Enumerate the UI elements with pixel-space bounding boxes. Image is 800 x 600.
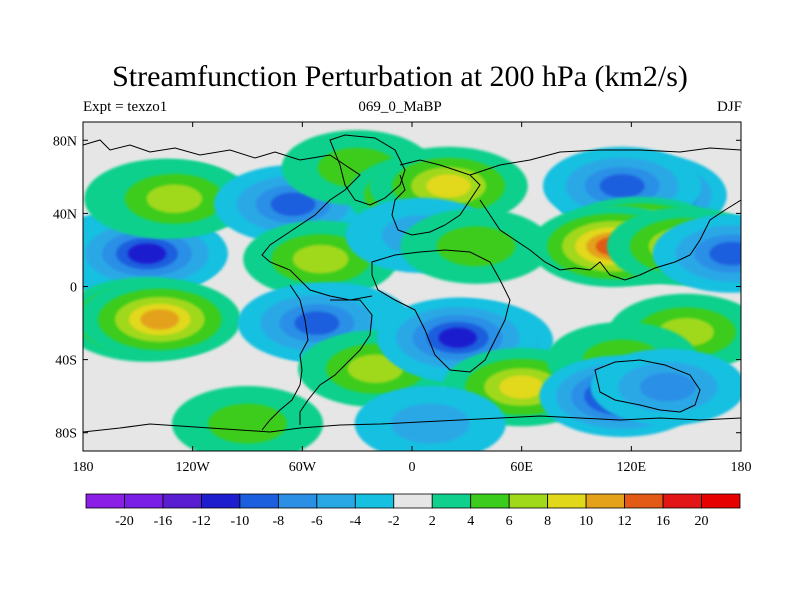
colorbar-swatch: [201, 493, 241, 509]
coastline-africa: [371, 249, 511, 373]
colorbar-swatch: [470, 493, 510, 509]
plot-area: [82, 121, 742, 452]
colorbar-label: 16: [656, 514, 670, 529]
coastline-greenland: [329, 134, 406, 206]
colorbar-label: 8: [544, 514, 551, 529]
coastline-north-america: [83, 139, 373, 301]
colorbar-label: -16: [154, 514, 173, 529]
coastline-south-america: [261, 284, 309, 431]
field-contour-11-level-2: [347, 354, 404, 384]
subtitle-experiment: Expt = texzo1: [83, 99, 168, 115]
colorbar-swatch: [277, 493, 318, 509]
coastlines: [83, 134, 741, 433]
colorbar-label: -2: [388, 514, 400, 529]
colorbar-label: 2: [429, 514, 436, 529]
field-contour-19-level-3: [499, 375, 545, 399]
colorbar-swatch: [124, 493, 164, 509]
colorbar-swatch: [701, 493, 741, 509]
colorbar-swatch: [85, 493, 125, 509]
x-tick-label: 60W: [289, 460, 317, 475]
colorbar-label: 10: [579, 514, 593, 529]
field-contour-30-level-1: [208, 403, 287, 444]
colorbar-label: -4: [349, 514, 361, 529]
x-tick-label: 180: [731, 460, 752, 475]
field-contour-14-level-3: [426, 174, 471, 198]
colorbar-swatch: [547, 493, 587, 509]
colorbar-label: 12: [618, 514, 632, 529]
colorbar-label: -10: [231, 514, 250, 529]
field-contour-16-level-1: [436, 226, 516, 267]
y-tick-label: 80S: [55, 427, 77, 442]
y-tick-label: 0: [70, 281, 77, 296]
field-contour-21-level-3: [599, 174, 645, 198]
colorbar-swatch: [316, 493, 356, 509]
x-tick-label: 120E: [617, 460, 647, 475]
coastline-asia: [469, 147, 741, 281]
colorbar-swatch: [585, 493, 625, 509]
x-tick-label: 0: [409, 460, 416, 475]
colorbar-swatch: [354, 493, 395, 509]
colorbar-swatch: [239, 493, 279, 509]
x-tick-label: 120W: [176, 460, 211, 475]
field-contour-31-level-1: [390, 403, 470, 444]
field-contour-6-level-4: [140, 309, 180, 330]
y-tick-label: 40S: [55, 354, 77, 369]
field-contour-10-level-3: [294, 311, 340, 335]
colorbar-swatch: [508, 493, 549, 509]
field-contour-7-level-3: [270, 192, 316, 216]
field-contour-2-level-4: [127, 243, 167, 264]
colorbar: -20 -16 -12 -10 -8 -6 -4 -2 2 4 6 8 10 12 16 20: [85, 493, 741, 529]
colorbar-label: -6: [311, 514, 323, 529]
colorbar-label: 20: [695, 514, 709, 529]
colorbar-swatch: [393, 493, 433, 509]
colorbar-swatch: [662, 493, 702, 509]
colorbar-label: 4: [467, 514, 474, 529]
field-contour-18-level-4: [438, 327, 477, 348]
colorbar-label: -8: [273, 514, 285, 529]
y-tick-label: 40N: [53, 207, 77, 222]
x-tick-label: 180: [73, 460, 94, 475]
coastline-antarctica: [83, 415, 741, 433]
field-contour-29-level-3: [709, 241, 741, 266]
subtitle-run-id: 069_0_MaBP: [358, 99, 442, 115]
subtitle-season: DJF: [716, 99, 742, 115]
plot-title: Streamfunction Perturbation at 200 hPa (…: [112, 60, 688, 93]
coastline-south-america-east: [299, 299, 373, 425]
colorbar-label: -12: [192, 514, 211, 529]
y-tick-label: 80N: [53, 134, 77, 149]
x-tick-label: 60E: [510, 460, 533, 475]
coastline-australia: [594, 359, 701, 413]
colorbar-swatch: [624, 493, 664, 509]
axis-ticks: 180 120W 60W 0 60E 120E 180 80N 40N 0 40S 80S: [53, 122, 752, 475]
field-contour-4-level-2: [146, 184, 203, 214]
field-contour-28-level-2: [640, 372, 696, 402]
colorbar-swatch: [162, 493, 202, 509]
colorbar-label: -20: [115, 514, 134, 529]
colorbar-swatch: [431, 493, 472, 509]
coastline-europe: [391, 159, 481, 236]
colorbar-label: 6: [506, 514, 513, 529]
streamfunction-field: [83, 130, 741, 451]
field-contour-8-level-2: [292, 244, 349, 274]
